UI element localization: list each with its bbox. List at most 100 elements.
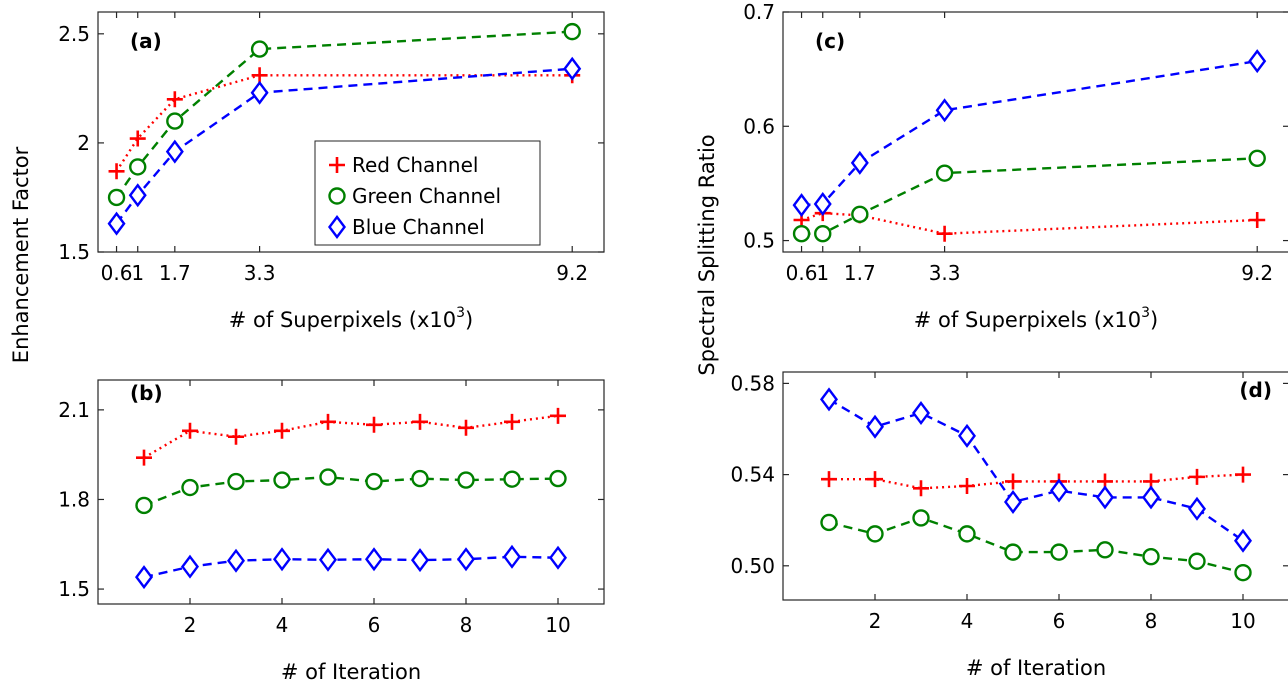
data-point-plus	[936, 225, 953, 242]
data-point-diamond	[227, 548, 245, 573]
x-axis-label: # of Iteration	[966, 656, 1106, 680]
series-circle	[820, 509, 1252, 582]
x-axis-label-tail: )	[1150, 308, 1158, 332]
data-point-plus	[136, 449, 152, 466]
x-tick-label: 3.3	[929, 261, 961, 285]
data-point-plus	[108, 163, 125, 180]
data-point-plus	[274, 422, 290, 439]
x-tick-label: 10	[1230, 609, 1255, 633]
x-tick-label: 10	[545, 613, 570, 637]
data-point-diamond	[850, 150, 869, 175]
data-point-circle	[457, 471, 475, 489]
data-point-plus	[228, 428, 244, 445]
data-point-plus	[320, 413, 336, 430]
series-plus	[108, 67, 581, 180]
y-tick-label: 1.5	[58, 577, 90, 601]
data-point-diamond	[1004, 489, 1022, 514]
y-tick-label: 0.54	[730, 463, 775, 487]
series-line	[801, 59, 1258, 207]
data-point-diamond	[820, 387, 838, 412]
data-point-circle	[129, 158, 147, 176]
data-point-circle	[820, 513, 838, 532]
series-line	[143, 414, 559, 459]
x-tick-label: 9.2	[1241, 261, 1273, 285]
data-point-plus	[166, 91, 183, 108]
y-tick-label: 2.5	[58, 22, 90, 46]
data-point-circle	[958, 525, 976, 543]
x-axis-label: # of Superpixels (x103)	[914, 305, 1159, 332]
data-point-circle	[503, 470, 521, 488]
x-tick-label: 2	[184, 613, 197, 637]
data-point-diamond	[319, 547, 337, 572]
data-point-circle	[166, 112, 184, 130]
panel-label-a: (a)	[130, 29, 162, 53]
data-point-plus	[959, 478, 975, 494]
data-point-diamond	[563, 56, 582, 81]
x-axis-label: # of Superpixels (x103)	[229, 305, 474, 332]
x-axis-label-text: # of Iteration	[281, 660, 421, 683]
y-tick-label: 1.8	[58, 487, 90, 511]
x-tick-label: 1	[131, 261, 144, 285]
data-point-plus	[867, 471, 883, 488]
x-tick-label: 1.7	[844, 261, 876, 285]
series-line	[829, 473, 1244, 490]
series-line	[143, 555, 559, 579]
legend: Red Channel Green Channel Blue Channel	[314, 140, 541, 246]
data-point-diamond	[181, 554, 199, 579]
series-line	[801, 211, 1258, 235]
x-tick-label: 6	[1053, 609, 1066, 633]
data-point-circle	[935, 164, 954, 182]
data-point-diamond	[411, 548, 429, 573]
data-point-circle	[273, 471, 291, 489]
data-point-diamond	[1248, 49, 1267, 74]
x-axis-label: # of Iteration	[281, 660, 421, 683]
x-tick-label: 1.7	[159, 261, 191, 285]
data-point-circle	[1234, 563, 1252, 582]
data-point-plus	[1235, 466, 1251, 483]
data-point-diamond	[1050, 478, 1068, 503]
data-point-circle	[1248, 149, 1266, 167]
data-point-diamond	[128, 183, 147, 208]
data-point-diamond	[365, 547, 383, 572]
data-point-circle	[792, 225, 811, 243]
data-point-circle	[912, 509, 930, 527]
x-axis-label-sup: 3	[1141, 305, 1150, 321]
x-axis-label-text: # of Superpixels (x10	[914, 308, 1141, 332]
data-point-diamond	[935, 98, 954, 123]
y-tick-label: 0.7	[743, 0, 775, 24]
data-point-circle	[319, 468, 337, 486]
series-diamond	[135, 544, 567, 590]
x-tick-label: 8	[460, 613, 473, 637]
y-tick-label: 2	[77, 131, 90, 155]
data-point-diamond	[1142, 485, 1160, 510]
data-point-circle	[250, 40, 269, 58]
data-point-diamond	[1234, 528, 1252, 553]
legend-label: Blue Channel	[352, 215, 485, 239]
data-point-circle	[1004, 543, 1022, 561]
series-line	[828, 516, 1244, 574]
data-point-circle	[1188, 552, 1206, 570]
panel-d: 2 4 6 8 10 0.50 0.54 0.58 # of Iteration (d)	[730, 371, 1288, 680]
data-point-diamond	[813, 192, 832, 216]
data-point-circle	[227, 472, 245, 491]
data-point-plus	[129, 130, 146, 147]
data-point-diamond	[165, 139, 184, 164]
data-point-diamond	[912, 401, 930, 426]
series-plus	[136, 407, 566, 466]
legend-label: Green Channel	[352, 184, 501, 208]
legend-marker-circle	[328, 187, 346, 205]
data-point-circle	[181, 478, 199, 497]
data-point-circle	[549, 469, 567, 488]
x-tick-label: 0.6	[786, 261, 818, 285]
data-point-circle	[107, 188, 126, 207]
data-point-circle	[866, 525, 884, 543]
axes-box	[782, 371, 1288, 601]
legend-box	[314, 140, 541, 246]
y-tick-label: 0.50	[730, 554, 775, 578]
data-point-plus	[366, 416, 382, 433]
x-tick-label: 8	[1145, 609, 1158, 633]
x-tick-label: 2	[869, 609, 882, 633]
left-y-axis-label: Enhancement Factor	[9, 146, 33, 363]
data-point-diamond	[273, 547, 291, 572]
